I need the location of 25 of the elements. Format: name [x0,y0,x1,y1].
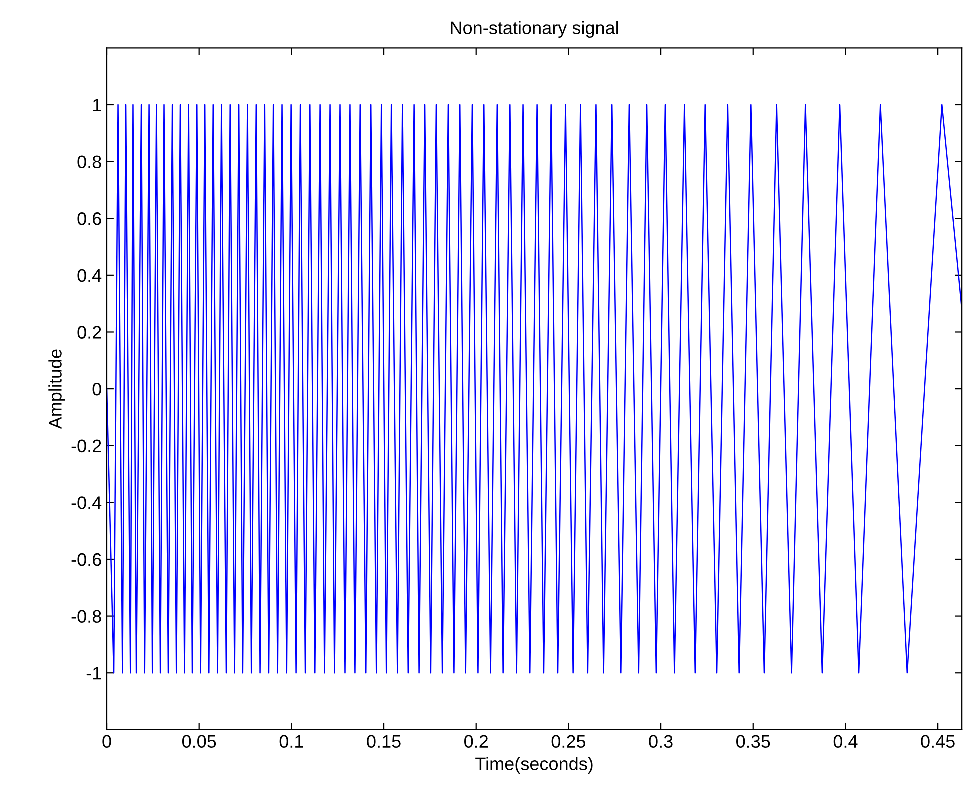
y-tick-label: 0.8 [78,156,102,169]
x-tick-label: 0.35 [736,735,770,748]
y-tick-label: -0.4 [72,496,102,510]
y-tick-label: 0 [92,382,102,396]
chart-title: Non-stationary signal [451,21,618,38]
x-tick-label: 0 [102,735,112,748]
x-tick-label: 0.05 [182,735,216,748]
x-axis-title: Time(seconds) [476,757,593,774]
y-axis-title: Amplitude [48,350,66,430]
x-tick-label: 0.15 [367,735,401,748]
x-tick-label: 0.2 [464,735,488,748]
x-tick-label: 0.3 [649,735,673,748]
x-tick-label: 0.45 [921,735,955,748]
y-tick-label: -1 [86,667,102,680]
y-tick-label: -0.2 [72,440,102,453]
y-tick-label: 0.6 [78,212,102,226]
y-tick-label: 1 [93,99,102,112]
x-tick-label: 0.4 [834,735,858,748]
y-tick-label: -0.8 [72,610,102,624]
y-tick-label: 0.4 [78,269,102,282]
x-tick-label: 0.25 [552,735,586,748]
y-tick-label: 0.2 [78,326,102,339]
line-series [107,104,962,674]
y-tick-label: -0.6 [72,553,102,566]
x-tick-label: 0.1 [280,735,304,748]
